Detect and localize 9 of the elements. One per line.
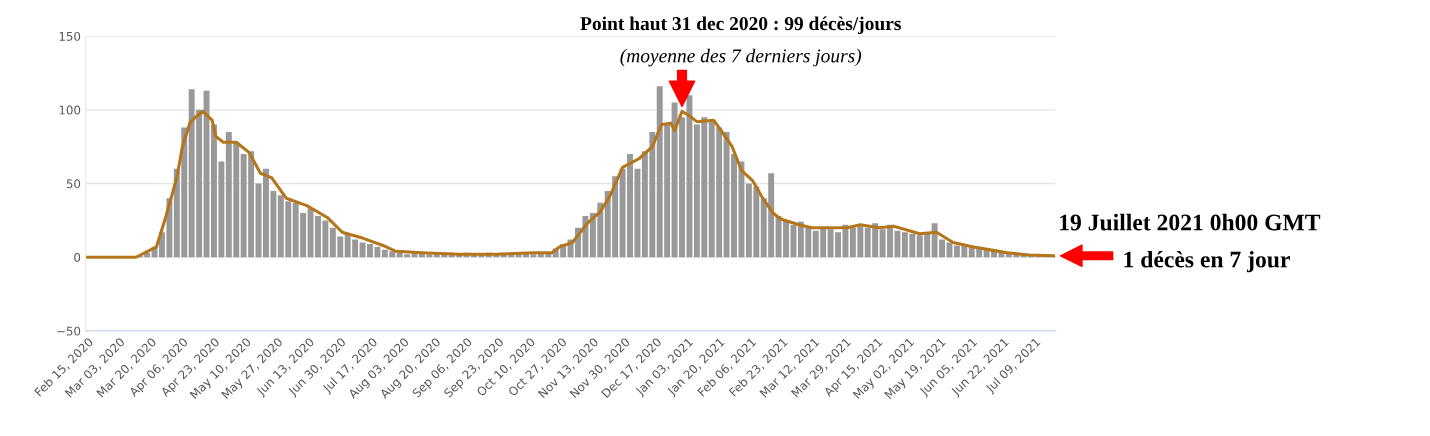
y-tick-label: 50 (66, 179, 81, 189)
y-tick-label: 0 (74, 252, 81, 262)
text: 19 Juillet 2021 0h00 GMT (1060, 213, 1321, 231)
text: 1 décès en 7 jour (1124, 250, 1290, 273)
text: Point haut 31 dec 2020 : 99 décès/jours (580, 16, 901, 35)
annotation: (moyenne des 7 derniers jours) (620, 48, 862, 67)
y-tick-label: 100 (59, 105, 81, 115)
y-tick-label: 150 (59, 31, 81, 41)
y-tick-label: −50 (57, 326, 81, 336)
